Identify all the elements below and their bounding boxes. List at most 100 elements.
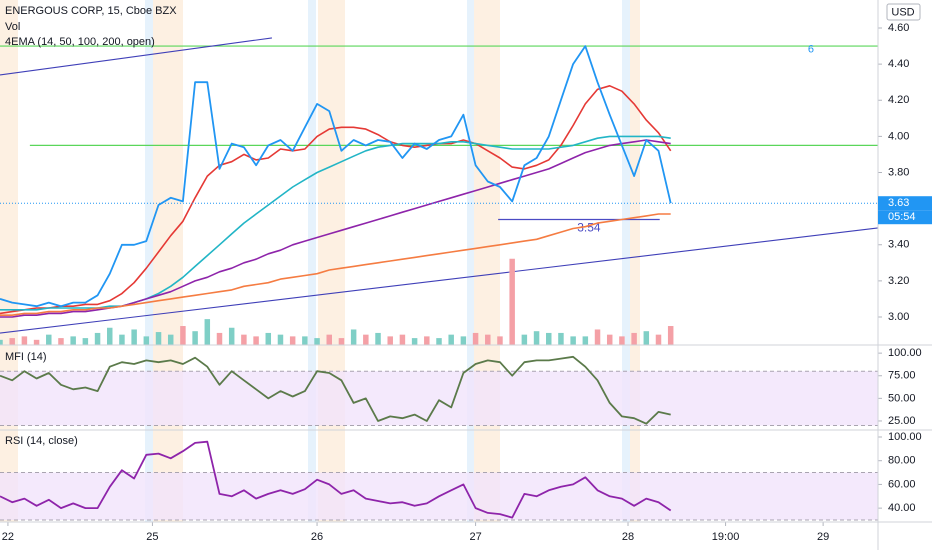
series-line [0, 135, 671, 311]
session-band [145, 0, 153, 522]
legend-vol: Vol [5, 21, 20, 33]
volume-bar [33, 339, 40, 345]
annotation: 6 [808, 44, 814, 56]
volume-bar [570, 336, 576, 345]
x-tick-label: 28 [622, 531, 634, 543]
volume-bar [655, 334, 662, 345]
volume-bar [119, 334, 125, 345]
legend-ema: 4EMA (14, 50, 100, 200, open) [5, 36, 155, 48]
session-band [153, 0, 183, 522]
x-tick-label: 19:00 [712, 531, 740, 543]
volume-bar [70, 336, 76, 345]
series-line [0, 45, 672, 308]
series-line [0, 440, 672, 519]
volume-bar [485, 334, 491, 345]
y-tick-label: 4.60 [888, 22, 909, 34]
volume-bar [667, 326, 674, 345]
volume-bar [424, 336, 430, 345]
volume-bar [241, 334, 247, 345]
series-line [0, 213, 671, 316]
volume-bar [582, 336, 589, 345]
session-shading [0, 0, 640, 522]
volume-bar [606, 334, 613, 345]
y-tick-label: 80.00 [888, 455, 916, 467]
session-band [318, 0, 345, 522]
volume-bar [411, 338, 418, 345]
volume-bar [0, 339, 3, 345]
volume-bar [460, 336, 467, 345]
volume-bar [46, 334, 52, 345]
session-band [467, 0, 474, 522]
y-tick-label: 3.80 [888, 166, 909, 178]
y-tick-label: 4.20 [888, 94, 909, 106]
y-tick-label: 3.20 [888, 275, 909, 287]
currency[interactable]: USD [891, 6, 914, 18]
volume-bar [619, 336, 625, 345]
volume-bar [448, 334, 454, 345]
y-tick-label: 3.40 [888, 239, 909, 251]
last-price-box [878, 196, 932, 211]
volume-bar [643, 331, 650, 345]
volume-bar [94, 332, 101, 345]
currency-box[interactable] [886, 3, 921, 21]
volume-bar [375, 332, 381, 345]
x-tick-label: 22 [2, 531, 14, 543]
volume-bar [82, 338, 89, 345]
y-tick-label: 100.00 [888, 347, 922, 359]
session-band [630, 0, 640, 522]
volume-bar [363, 334, 369, 345]
volume-bar [594, 329, 601, 345]
volume-bar [204, 319, 211, 345]
session-band [308, 0, 316, 522]
y-tick-label: 3.00 [888, 311, 909, 323]
volume-bar [9, 338, 15, 345]
x-tick-label: 29 [817, 531, 829, 543]
volume-bar [180, 326, 186, 345]
volume-bar [58, 338, 64, 345]
volume-bar [143, 336, 150, 345]
countdown-box [878, 210, 932, 225]
volume-bar [558, 332, 564, 345]
volume-bar [546, 332, 552, 345]
volume-bar [631, 332, 637, 345]
volume-bar [521, 334, 528, 345]
volume-bar [228, 327, 235, 345]
volume-bar [253, 336, 259, 345]
trendline [0, 37, 273, 76]
volume-bar [167, 334, 174, 345]
volume-bar [21, 336, 28, 345]
y-tick-label: 60.00 [888, 478, 916, 490]
x-tick-label: 25 [146, 531, 158, 543]
series-line [0, 355, 671, 425]
volume-bar [497, 336, 503, 345]
last-price-label: 3.63 [888, 197, 909, 209]
volume-bar [436, 338, 442, 345]
volume-bar [509, 258, 515, 345]
x-tick-label: 27 [469, 531, 481, 543]
volume-bar [314, 338, 320, 345]
volume-bar [350, 329, 357, 345]
plot-layer: 3.00 3.20 3.40 3.80 4.00 4.20 4.40 4.60 22 25 26 27… [0, 22, 922, 543]
volume-bar [387, 336, 393, 345]
volume-bar [216, 332, 223, 345]
volume-bar [265, 332, 272, 345]
volume-bar [277, 334, 284, 345]
rsi-title: RSI (14, close) [5, 435, 78, 447]
y-tick-label: 100.00 [888, 431, 922, 443]
volume-bar [289, 336, 296, 345]
volume-bar [399, 334, 406, 345]
volume-bar [192, 331, 198, 345]
volume-bar [302, 336, 308, 345]
volume-bar [107, 327, 113, 345]
y-tick-label: 50.00 [888, 392, 916, 404]
volume-bar [326, 334, 332, 345]
volume-bar [155, 332, 162, 345]
volume-bar [338, 338, 345, 345]
session-band [622, 0, 630, 522]
x-tick-label: 26 [311, 531, 323, 543]
trendline [0, 227, 879, 334]
volume-bar [131, 329, 137, 345]
band [0, 371, 878, 426]
mfi-title: MFI (14) [5, 351, 47, 363]
